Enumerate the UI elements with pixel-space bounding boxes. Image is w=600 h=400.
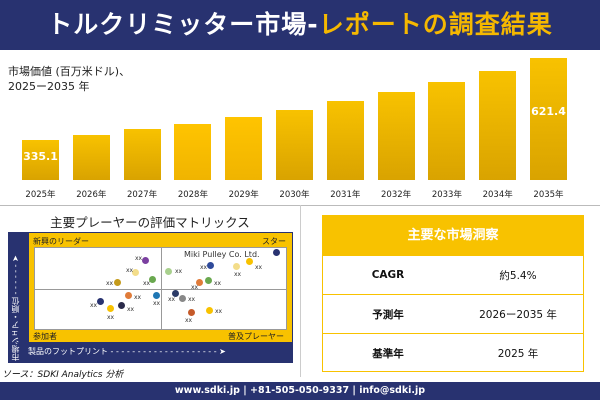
x-tick-label: 2031年 <box>330 190 361 200</box>
bar-2032年 <box>377 91 415 180</box>
player-label: xx <box>126 267 134 274</box>
x-tick-label: 2034年 <box>482 190 513 200</box>
source-note: ソース：SDKI Analytics 分析 <box>2 370 124 380</box>
player-dot <box>205 306 213 314</box>
x-tick-label: 2035年 <box>533 190 564 200</box>
footer-contact: www.sdki.jp | +81-505-050-9337 | info@sd… <box>0 382 600 400</box>
player-dot <box>131 268 139 276</box>
bar-2026年 <box>72 134 110 180</box>
x-tick-label: 2029年 <box>228 190 259 200</box>
matrix-title: 主要プレーヤーの評価マトリックス <box>50 215 250 230</box>
divider <box>300 205 301 377</box>
bar-2033年 <box>428 82 466 180</box>
player-label: xx <box>215 308 223 315</box>
player-dot <box>141 256 149 264</box>
x-tick-label: 2028年 <box>177 190 208 200</box>
player-dot <box>148 275 156 283</box>
player-dot <box>113 278 121 286</box>
matrix-x-axis: 製品のフットプリント - - - - - - - - - - - - - - -… <box>28 347 226 356</box>
player-label: xx <box>234 271 242 278</box>
insight-row: CAGR 約5.4% <box>323 255 583 294</box>
player-dot <box>152 291 160 299</box>
bar-2034年 <box>479 70 517 180</box>
page-title: トルクリミッター市場-レポートの調査結果 <box>0 0 600 50</box>
bar-2027年 <box>123 129 161 180</box>
player-label: xx <box>255 264 263 271</box>
quadrant-top-left: 新興のリーダー <box>33 237 89 246</box>
player-dot <box>117 301 125 309</box>
player-label: xx <box>143 280 151 287</box>
x-tick-label: 2025年 <box>25 190 56 200</box>
player-label: xx <box>127 306 135 313</box>
quadrant-bottom-left: 参加者 <box>33 332 57 341</box>
bar-2031年 <box>326 101 364 180</box>
player-dot <box>171 289 179 297</box>
player-label: xx <box>106 280 114 287</box>
player-dot <box>195 278 203 286</box>
player-label: xx <box>200 264 208 271</box>
x-tick-label: 2027年 <box>127 190 158 200</box>
matrix-vline <box>161 248 162 329</box>
quadrant-bottom-right: 普及プレーヤー <box>228 332 284 341</box>
player-dot <box>204 276 212 284</box>
player-dot <box>178 294 186 302</box>
chart-title: 市場価値 (百万米ドル)、 <box>8 65 131 78</box>
player-label: xx <box>188 296 196 303</box>
x-tick-label: 2026年 <box>76 190 107 200</box>
player-label: xx <box>185 317 193 324</box>
player-label: xx <box>135 255 143 262</box>
player-dot <box>96 297 104 305</box>
quadrant-top-right: スター <box>262 237 286 246</box>
data-label: 621.4 <box>531 105 566 118</box>
x-tick-label: 2030年 <box>279 190 310 200</box>
player-label: xx <box>134 294 142 301</box>
player-dot <box>232 262 240 270</box>
data-label: 335.1 <box>23 150 58 163</box>
player-dot <box>272 248 280 256</box>
matrix-plot <box>34 247 287 330</box>
matrix-y-axis: 市場シェア・順位 - - - - - - ➤ <box>11 255 20 361</box>
bar-2029年 <box>225 116 263 180</box>
bar-2030年 <box>276 109 313 180</box>
insights-table: 主要な市場洞察 CAGR 約5.4% 予測年 2026ー2035 年 基準年 2025… <box>322 215 584 372</box>
player-label: xx <box>107 314 115 321</box>
bar-2028年 <box>174 124 212 180</box>
player-label: xx <box>191 284 199 291</box>
x-tick-label: 2032年 <box>381 190 412 200</box>
player-label: xx <box>153 300 161 307</box>
highlight-player-label: Miki Pulley Co. Ltd. <box>184 250 260 259</box>
bar-2035年 <box>530 58 567 180</box>
x-tick-label: 2033年 <box>431 190 462 200</box>
player-dot <box>124 291 132 299</box>
chart-subtitle: 2025ー2035 年 <box>8 80 90 93</box>
player-label: xx <box>214 280 222 287</box>
player-label: xx <box>90 302 98 309</box>
player-label: xx <box>175 268 183 275</box>
insights-title: 主要な市場洞察 <box>323 216 583 255</box>
matrix-hline <box>35 289 286 290</box>
player-dot <box>245 257 253 265</box>
bar-2025年 <box>22 140 59 180</box>
player-dot <box>106 304 114 312</box>
player-label: xx <box>168 296 176 303</box>
insight-row: 基準年 2025 年 <box>323 333 583 372</box>
insight-row: 予測年 2026ー2035 年 <box>323 294 583 333</box>
player-dot <box>187 308 195 316</box>
player-dot <box>206 261 214 269</box>
chart-label: 市場価値 (百万米ドル)、 2025ー2035 年 <box>8 64 130 94</box>
player-dot <box>164 267 172 275</box>
